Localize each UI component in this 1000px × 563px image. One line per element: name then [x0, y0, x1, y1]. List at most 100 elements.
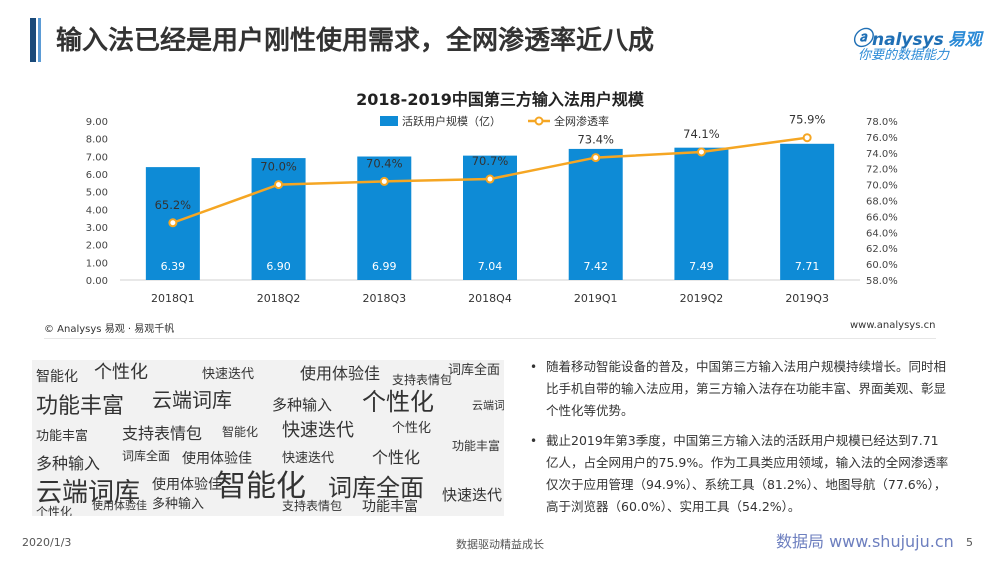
y-right-tick-label: 62.0%	[866, 244, 898, 255]
word-cloud-term: 功能丰富	[36, 394, 125, 419]
word-cloud-term: 功能丰富	[36, 429, 89, 444]
bar	[568, 148, 623, 280]
line-value-label: 75.9%	[789, 113, 826, 127]
x-tick-label: 2019Q2	[680, 292, 724, 305]
logo-brand-letter-icon: ⓐ	[852, 26, 872, 50]
bar-value-label: 7.49	[689, 260, 714, 273]
x-tick-label: 2018Q4	[468, 292, 512, 305]
line-point	[696, 147, 706, 157]
line-point	[591, 153, 601, 163]
logo-slogan: 你要的数据能力	[858, 48, 950, 63]
source-right: www.analysys.cn	[850, 320, 936, 331]
bullet-item: • 随着移动智能设备的普及，中国第三方输入法用户规模持续增长。同时相比手机自带的…	[530, 356, 950, 422]
bar-value-label: 6.99	[372, 260, 397, 273]
x-tick-label: 2019Q3	[785, 292, 829, 305]
y-right-tick-label: 64.0%	[866, 228, 898, 239]
legend-line-marker	[534, 116, 544, 126]
word-cloud-term: 使用体验佳	[182, 451, 252, 467]
bar-value-label: 7.71	[795, 260, 820, 273]
y-right-tick-label: 58.0%	[866, 276, 898, 287]
bar-value-label: 7.04	[478, 260, 503, 273]
line-point	[168, 218, 178, 228]
footer-date: 2020/1/3	[22, 536, 72, 549]
y-left-tick-label: 0.00	[86, 276, 108, 287]
y-left-tick-label: 1.00	[86, 258, 108, 269]
word-cloud-term: 功能丰富	[362, 499, 418, 515]
page-number: 5	[966, 536, 973, 549]
x-tick-label: 2018Q2	[257, 292, 301, 305]
y-left-tick-label: 8.00	[86, 135, 108, 146]
line-value-label: 74.1%	[683, 127, 720, 141]
bullet-list: • 随着移动智能设备的普及，中国第三方输入法用户规模持续增长。同时相比手机自带的…	[530, 356, 950, 526]
x-tick-label: 2019Q1	[574, 292, 618, 305]
source-left: © Analysys 易观 · 易观千帆	[44, 324, 175, 335]
analysys-logo: ⓐnalysys 易观 你要的数据能力	[852, 22, 982, 66]
word-cloud-term: 快速迭代	[202, 367, 255, 382]
footer-site: 数据局 www.shujuju.cn	[776, 532, 954, 551]
word-cloud-term: 多种输入	[152, 497, 205, 512]
word-cloud-term: 云端词库	[152, 388, 232, 412]
y-right-tick-label: 74.0%	[866, 149, 898, 160]
bar-value-label: 6.90	[266, 260, 291, 273]
combo-chart: 0.00 1.00 2.00 3.00 4.00 5.00 6.00 7.00 8.00 9.00…	[86, 113, 898, 305]
word-cloud-term: 智能化	[222, 425, 259, 439]
word-cloud-term: 词库全面	[122, 449, 171, 463]
line-value-label: 70.4%	[366, 156, 403, 170]
word-cloud-term: 个性化	[36, 505, 73, 516]
bar-value-label: 7.42	[583, 260, 608, 273]
word-cloud-term: 个性化	[392, 421, 432, 436]
word-cloud-term: 快速迭代	[442, 486, 503, 504]
word-cloud-term: 词库全面	[328, 474, 424, 502]
title-accent-bar	[30, 18, 36, 62]
legend-bar-label: 活跃用户规模（亿）	[402, 114, 501, 128]
word-cloud-term: 使用体验佳	[152, 477, 222, 493]
line-point	[485, 174, 495, 184]
line-point	[379, 176, 389, 186]
word-cloud-term: 支持表情包	[122, 424, 203, 443]
line-value-label: 70.7%	[472, 154, 509, 168]
word-cloud-term: 云端词库	[472, 399, 504, 412]
word-cloud-term: 多种输入	[272, 396, 333, 414]
page-title: 输入法已经是用户刚性使用需求，全网渗透率近八成	[56, 26, 655, 56]
word-cloud-term: 个性化	[372, 448, 421, 467]
logo-brand-cn: 易观	[947, 30, 982, 50]
word-cloud-term: 支持表情包	[392, 373, 453, 387]
x-tick-label: 2018Q1	[151, 292, 195, 305]
bar	[780, 143, 835, 280]
line-value-label: 65.2%	[155, 198, 192, 212]
word-cloud-term: 快速迭代	[282, 451, 335, 466]
word-cloud-term: 使用体验佳	[300, 364, 381, 383]
line-point	[274, 180, 284, 190]
bar	[674, 147, 729, 280]
word-cloud-term: 个性化	[362, 388, 434, 416]
bullet-dot-icon: •	[530, 434, 538, 448]
y-right-tick-label: 72.0%	[866, 165, 898, 176]
word-cloud-term: 词库全面	[448, 363, 501, 378]
bullet-item: • 截止2019年第3季度，中国第三方输入法的活跃用户规模已经达到7.71亿人，…	[530, 430, 950, 518]
word-cloud-term: 使用体验佳	[92, 499, 147, 512]
word-cloud-term: 支持表情包	[282, 499, 343, 513]
y-left-tick-label: 9.00	[86, 117, 108, 128]
word-cloud-term: 个性化	[94, 362, 148, 383]
bullet-text: 截止2019年第3季度，中国第三方输入法的活跃用户规模已经达到7.71亿人，占全…	[546, 433, 949, 514]
section-divider	[44, 338, 936, 339]
bullet-dot-icon: •	[530, 360, 538, 374]
footer-slogan: 数据驱动精益成长	[456, 538, 544, 551]
y-right-tick-label: 78.0%	[866, 117, 898, 128]
y-right-tick-label: 70.0%	[866, 181, 898, 192]
word-cloud-term: 快速迭代	[282, 420, 354, 441]
bar	[251, 158, 306, 280]
x-tick-label: 2018Q3	[362, 292, 406, 305]
y-left-tick-label: 4.00	[86, 205, 108, 216]
y-right-tick-label: 60.0%	[866, 260, 898, 271]
line-value-label: 70.0%	[260, 160, 297, 174]
bullet-text: 随着移动智能设备的普及，中国第三方输入法用户规模持续增长。同时相比手机自带的输入…	[546, 359, 947, 418]
y-left-tick-label: 2.00	[86, 241, 108, 252]
word-cloud-term: 多种输入	[36, 454, 101, 473]
bar-value-label: 6.39	[161, 260, 186, 273]
word-cloud-term: 功能丰富	[452, 439, 501, 453]
word-cloud-term: 智能化	[216, 469, 306, 504]
word-cloud: 智能化 个性化 快速迭代 使用体验佳 支持表情包 词库全面 功能丰富 云端词库 多种输入 个性化功…	[32, 360, 504, 516]
chart-title: 2018-2019中国第三方输入法用户规模	[356, 90, 644, 109]
logo-brand: ⓐnalysys 易观	[852, 22, 982, 51]
